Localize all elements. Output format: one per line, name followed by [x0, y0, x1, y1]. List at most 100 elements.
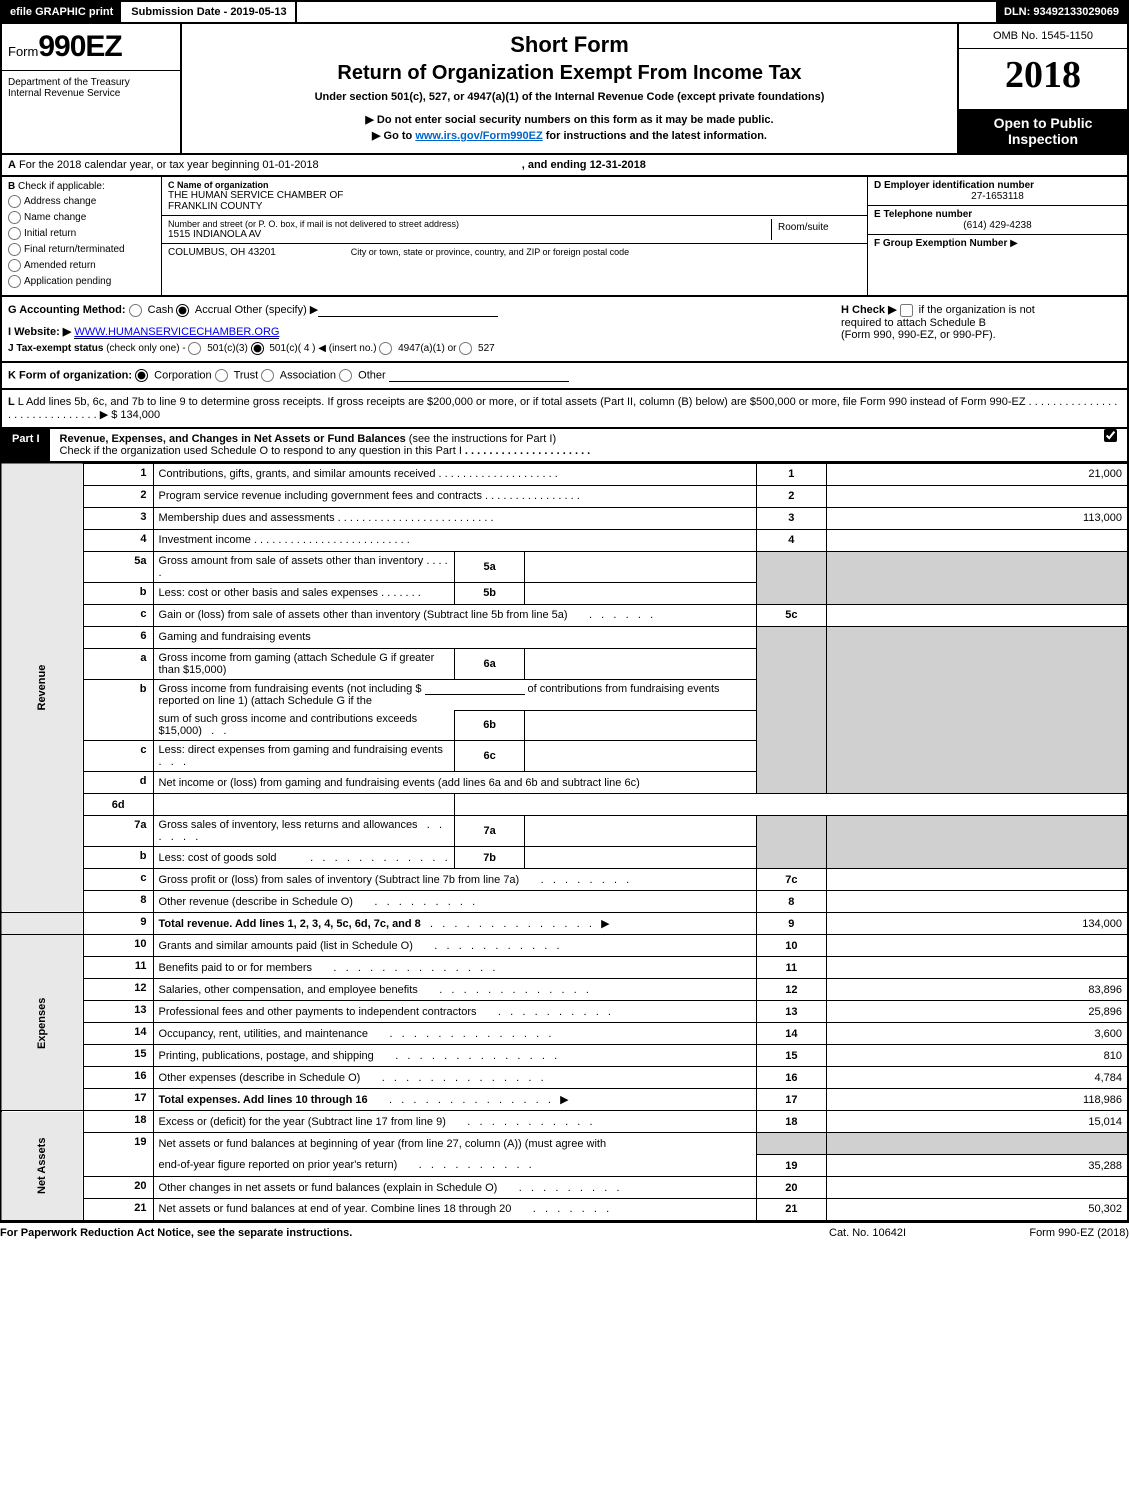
line-3-amount: 113,000	[826, 507, 1128, 529]
city-label: City or town, state or province, country…	[351, 247, 629, 257]
part1-checkbox-cell	[1097, 429, 1127, 461]
g-other-blank[interactable]	[318, 305, 498, 317]
line-15-ref: 15	[757, 1045, 827, 1067]
ein-value: 27-1653118	[874, 191, 1121, 202]
chk-amended[interactable]: Amended return	[8, 259, 155, 272]
dept-line-1: Department of the Treasury	[8, 77, 174, 88]
netassets-side-label: Net Assets	[1, 1111, 83, 1221]
city-row: COLUMBUS, OH 43201 City or town, state o…	[162, 244, 867, 261]
line-6a-num: a	[83, 648, 153, 679]
j-4947-input[interactable]	[379, 342, 392, 355]
form-prefix: Form	[8, 44, 38, 59]
k-other-blank[interactable]	[389, 370, 569, 382]
chk-name-input[interactable]	[8, 211, 21, 224]
line-7c-desc: Gross profit or (loss) from sales of inv…	[153, 869, 757, 891]
j-527-label: 527	[478, 343, 495, 354]
chk-initial[interactable]: Initial return	[8, 227, 155, 240]
k-assoc-input[interactable]	[261, 369, 274, 382]
top-bar: efile GRAPHIC print Submission Date - 20…	[0, 0, 1129, 24]
chk-final-input[interactable]	[8, 243, 21, 256]
street-label: Number and street (or P. O. box, if mail…	[168, 219, 771, 229]
k-corp-label: Corporation	[154, 369, 211, 381]
instr2-prefix: ▶ Go to	[372, 130, 415, 142]
chk-address-input[interactable]	[8, 195, 21, 208]
efile-print-button[interactable]: efile GRAPHIC print	[2, 2, 123, 22]
part1-label: Part I	[2, 429, 52, 461]
expenses-side-label: Expenses	[1, 935, 83, 1111]
line-2-ref: 2	[757, 485, 827, 507]
dln-label: DLN: 93492133029069	[996, 2, 1127, 22]
tax-year: 2018	[959, 49, 1127, 109]
h-text-2: required to attach Schedule B	[841, 317, 986, 329]
revenue-side-end	[1, 913, 83, 935]
k-corp-input[interactable]	[135, 369, 148, 382]
g-other-label: Other (specify) ▶	[235, 304, 319, 316]
line-15-amount: 810	[826, 1045, 1128, 1067]
line-6b-blank[interactable]	[425, 683, 525, 695]
line-13-amount: 25,896	[826, 1001, 1128, 1023]
g-cash-input[interactable]	[129, 304, 142, 317]
line-7b-num: b	[83, 847, 153, 869]
line-9-num: 9	[83, 913, 153, 935]
chk-initial-input[interactable]	[8, 227, 21, 240]
j-501c-input[interactable]	[251, 342, 264, 355]
chk-pending[interactable]: Application pending	[8, 275, 155, 288]
footer-mid: Cat. No. 10642I	[829, 1227, 979, 1239]
open-to-public: Open to Public Inspection	[959, 109, 1127, 153]
line-2-amount	[826, 485, 1128, 507]
line-7c-amount	[826, 869, 1128, 891]
chk-amended-input[interactable]	[8, 259, 21, 272]
line-5a-subamt	[524, 551, 756, 582]
line-8-amount	[826, 891, 1128, 913]
line-6d-ref: 6d	[83, 794, 153, 816]
instr2-suffix: for instructions and the latest informat…	[543, 130, 767, 142]
k-other-input[interactable]	[339, 369, 352, 382]
line-5b-num: b	[83, 582, 153, 604]
footer-left: For Paperwork Reduction Act Notice, see …	[0, 1227, 829, 1239]
j-501c-label: 501(c)( 4 ) ◀ (insert no.)	[269, 343, 376, 354]
chk-name[interactable]: Name change	[8, 211, 155, 224]
line-4-amount	[826, 529, 1128, 551]
public-line-1: Open to Public	[965, 115, 1121, 131]
return-title: Return of Organization Exempt From Incom…	[192, 62, 947, 85]
k-trust-input[interactable]	[215, 369, 228, 382]
h-text-1: if the organization is not	[919, 304, 1035, 316]
org-name-1: THE HUMAN SERVICE CHAMBER OF	[168, 190, 861, 201]
chk-pending-input[interactable]	[8, 275, 21, 288]
public-line-2: Inspection	[965, 131, 1121, 147]
line-19-graycell	[757, 1133, 827, 1155]
line-6d-desc: Net income or (loss) from gaming and fun…	[153, 772, 757, 794]
chk-address[interactable]: Address change	[8, 195, 155, 208]
line-17-num: 17	[83, 1089, 153, 1111]
line-5b-subamt	[524, 582, 756, 604]
instruction-2: ▶ Go to www.irs.gov/Form990EZ for instru…	[192, 129, 947, 142]
irs-link[interactable]: www.irs.gov/Form990EZ	[415, 130, 542, 142]
org-name-2: FRANKLIN COUNTY	[168, 201, 861, 212]
f-label: F Group Exemption Number	[874, 238, 1007, 249]
line-7b-subamt	[524, 847, 756, 869]
website-link[interactable]: WWW.HUMANSERVICECHAMBER.ORG	[74, 326, 279, 339]
org-name-row: C Name of organization THE HUMAN SERVICE…	[162, 177, 867, 216]
j-501c3-input[interactable]	[188, 342, 201, 355]
line-13-num: 13	[83, 1001, 153, 1023]
line-7ab-grayamt	[826, 816, 1128, 869]
g-accrual-input[interactable]	[176, 304, 189, 317]
part1-table: Revenue 1 Contributions, gifts, grants, …	[0, 463, 1129, 1222]
line-21-amount: 50,302	[826, 1199, 1128, 1221]
phone-value: (614) 429-4238	[874, 220, 1121, 231]
line-16-ref: 16	[757, 1067, 827, 1089]
submission-date: Submission Date - 2019-05-13	[123, 2, 296, 22]
line-6a-subnum: 6a	[455, 648, 525, 679]
chk-final[interactable]: Final return/terminated	[8, 243, 155, 256]
j-527-input[interactable]	[459, 342, 472, 355]
h-section: H Check ▶ if the organization is not req…	[841, 303, 1121, 355]
line-4-num: 4	[83, 529, 153, 551]
line-9-desc: Total revenue. Add lines 1, 2, 3, 4, 5c,…	[153, 913, 757, 935]
h-checkbox[interactable]	[900, 304, 913, 317]
k-trust-label: Trust	[234, 369, 259, 381]
part1-checkbox[interactable]	[1104, 429, 1117, 442]
line-6-num: 6	[83, 626, 153, 648]
k-label: K Form of organization:	[8, 369, 132, 381]
short-form-title: Short Form	[192, 32, 947, 58]
line-5c-num: c	[83, 604, 153, 626]
